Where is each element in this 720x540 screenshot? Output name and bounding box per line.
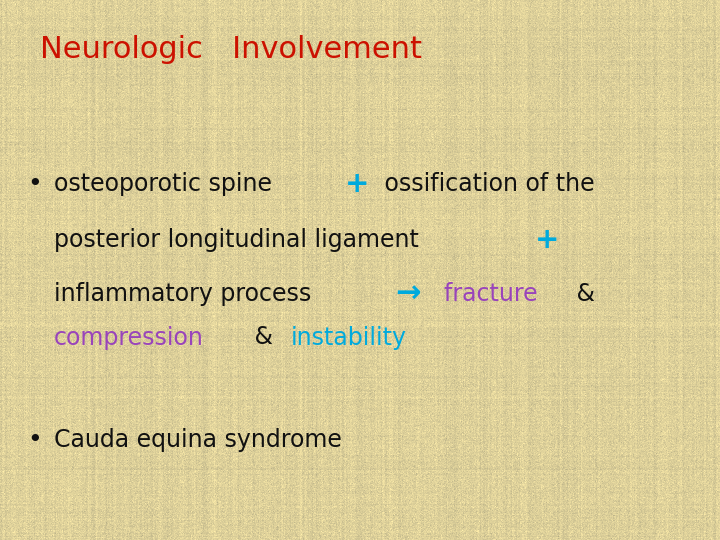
Text: &: & [248, 326, 281, 349]
Text: inflammatory process: inflammatory process [54, 282, 319, 306]
Text: fracture: fracture [428, 282, 537, 306]
Text: +: + [345, 170, 369, 198]
Text: +: + [534, 226, 559, 254]
Text: →: → [395, 280, 421, 309]
Text: compression: compression [54, 326, 204, 349]
Text: Neurologic   Involvement: Neurologic Involvement [40, 35, 422, 64]
Text: •: • [27, 428, 42, 452]
Text: &: & [569, 282, 595, 306]
Text: posterior longitudinal ligament: posterior longitudinal ligament [54, 228, 426, 252]
Text: instability: instability [291, 326, 407, 349]
Text: Cauda equina syndrome: Cauda equina syndrome [54, 428, 342, 452]
Text: •: • [27, 172, 42, 195]
Text: ossification of the: ossification of the [377, 172, 594, 195]
Text: osteoporotic spine: osteoporotic spine [54, 172, 279, 195]
